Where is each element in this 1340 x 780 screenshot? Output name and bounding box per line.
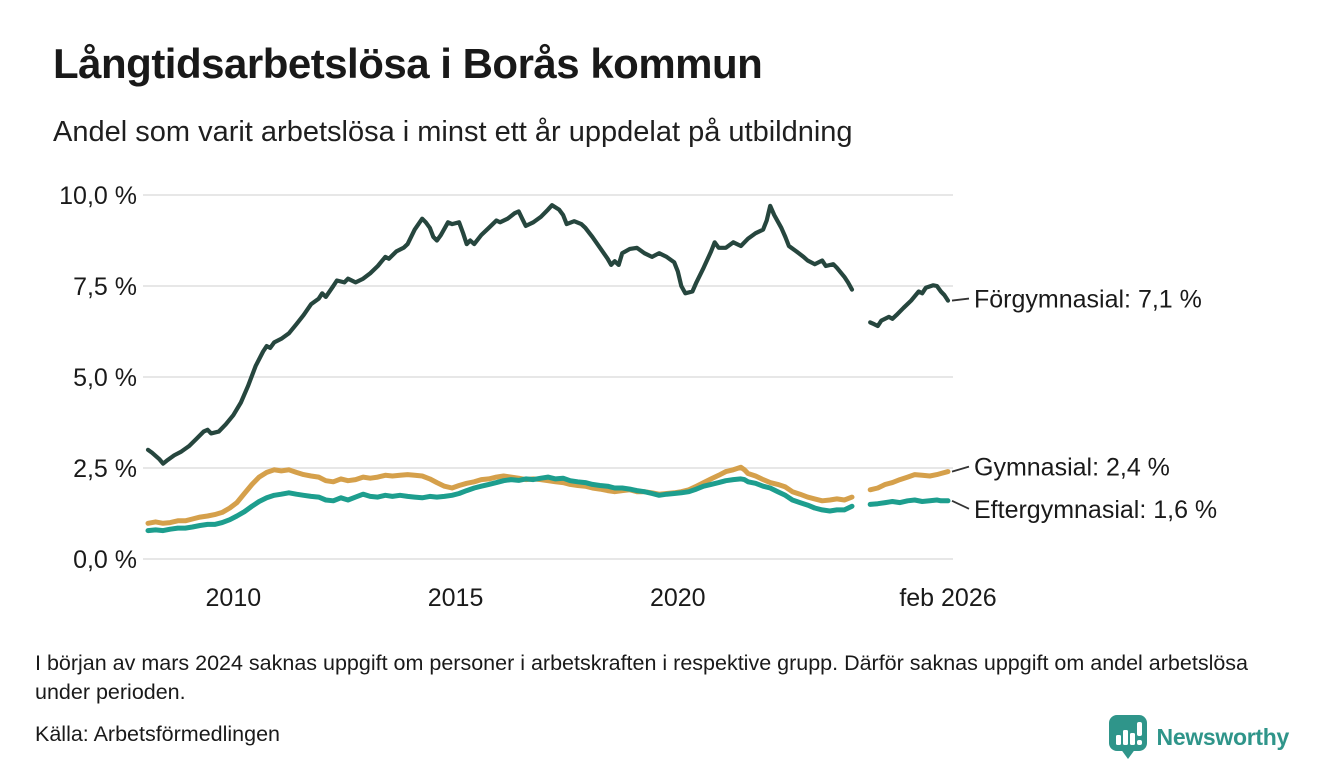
chart-subtitle: Andel som varit arbetslösa i minst ett å… xyxy=(53,116,853,148)
line-gymnasial xyxy=(145,464,951,526)
y-tick-label: 5,0 % xyxy=(73,364,137,392)
y-tick-label: 7,5 % xyxy=(73,273,137,301)
y-tick-label: 2,5 % xyxy=(73,455,137,483)
x-tick-label: feb 2026 xyxy=(899,584,996,612)
y-tick-label: 10,0 % xyxy=(59,182,137,210)
chart-footnote: I början av mars 2024 saknas uppgift om … xyxy=(35,651,1249,704)
label-connector xyxy=(951,465,970,473)
source-attribution: Källa: Arbetsförmedlingen xyxy=(35,722,281,746)
line-forgymnasial xyxy=(145,203,951,466)
x-tick-label: 2015 xyxy=(428,584,484,612)
x-tick-label: 2010 xyxy=(206,584,262,612)
line-eftergymnasial xyxy=(145,474,951,534)
series-end-label-eftergymnasial: Eftergymnasial: 1,6 % xyxy=(974,496,1217,524)
newsworthy-logo-icon xyxy=(1108,715,1147,759)
line-chart: 0,0 % 2,5 % 5,0 % 7,5 % 10,0 % 2010 2015 2020 fe… xyxy=(59,182,1217,612)
label-connector xyxy=(951,297,970,302)
newsworthy-wordmark: Newsworthy xyxy=(1156,723,1290,750)
label-connector xyxy=(951,499,970,510)
x-tick-label: 2020 xyxy=(650,584,706,612)
series-end-label-gymnasial: Gymnasial: 2,4 % xyxy=(974,454,1170,482)
y-tick-label: 0,0 % xyxy=(73,546,137,574)
page-title: Långtidsarbetslösa i Borås kommun xyxy=(53,40,763,87)
series-end-label-forgymnasial: Förgymnasial: 7,1 % xyxy=(974,286,1202,314)
newsworthy-brand: Newsworthy xyxy=(1108,714,1289,760)
